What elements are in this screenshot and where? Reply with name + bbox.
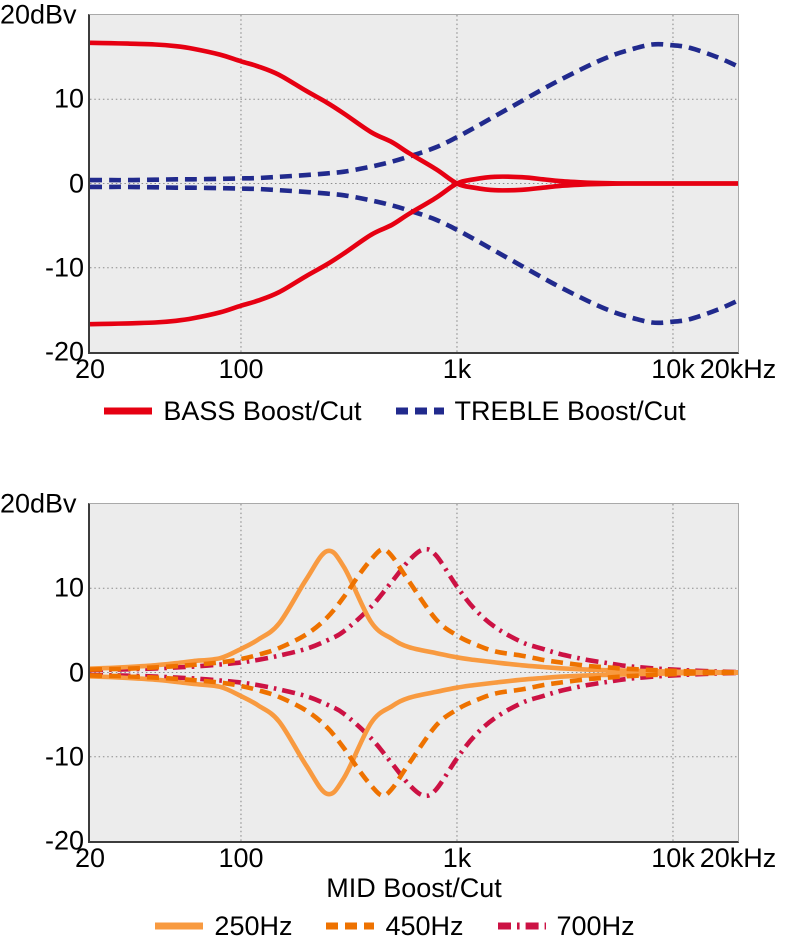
legend-sample-line-solid bbox=[155, 922, 204, 930]
mid-curves-svg bbox=[90, 504, 738, 841]
legend-label: BASS Boost/Cut bbox=[163, 396, 362, 426]
legend-item-treble-boost-cut: TREBLE Boost/Cut bbox=[395, 396, 686, 426]
legend-label: 250Hz bbox=[214, 911, 293, 941]
x-axis-label-20: 20 bbox=[74, 354, 106, 384]
eq-chart-mid: 20dBv 10 0 -10 -20 20 100 1k 10k 20kHz MID Boost… bbox=[0, 488, 790, 949]
curve-treble-boost-cut-cut bbox=[90, 184, 738, 326]
curve-bass-boost-cut-cut bbox=[90, 174, 738, 327]
legend-label: 700Hz bbox=[556, 911, 635, 941]
mid-chart-title: MID Boost/Cut bbox=[326, 873, 502, 903]
x-axis-label-1k: 1k bbox=[442, 354, 472, 384]
legend-sample-line-solid bbox=[104, 407, 153, 415]
x-axis-label-100: 100 bbox=[218, 843, 264, 873]
y-axis-label-10: 10 bbox=[53, 83, 84, 114]
curve-bass-boost-cut-boost bbox=[90, 40, 738, 193]
legend-item-250hz: 250Hz bbox=[155, 911, 292, 941]
legend-bass-treble: BASS Boost/Cut TREBLE Boost/Cut bbox=[0, 394, 790, 428]
x-axis-label-10k: 10k bbox=[651, 354, 695, 384]
legend-mid: 250Hz 450Hz 700Hz bbox=[0, 909, 790, 943]
legend-sample-line-dashdot bbox=[497, 922, 546, 930]
x-axis-label-20khz: 20kHz bbox=[699, 354, 777, 384]
legend-label: 450Hz bbox=[385, 911, 464, 941]
eq-chart-bass-treble: 20dBv 10 0 -10 -20 20 100 1k 10k 20kHz BASS Boos… bbox=[0, 0, 790, 440]
legend-sample-line-dashed bbox=[326, 922, 375, 930]
legend-label: TREBLE Boost/Cut bbox=[454, 396, 686, 426]
plot-area-bass-treble bbox=[88, 14, 739, 354]
y-axis-label-10: -10 bbox=[44, 252, 84, 283]
y-axis-label-20dbv: 20dBv bbox=[0, 488, 77, 519]
y-axis-label-20: -20 bbox=[44, 825, 84, 856]
curve-treble-boost-cut-boost bbox=[90, 41, 738, 183]
y-axis-label-0: 0 bbox=[68, 168, 84, 198]
curve-700hz-cut bbox=[90, 670, 738, 799]
curve-700hz-boost bbox=[90, 546, 738, 675]
x-axis-label-100: 100 bbox=[218, 354, 264, 384]
y-axis-label-20: -20 bbox=[44, 336, 84, 367]
y-axis-label-10: 10 bbox=[53, 572, 84, 603]
legend-item-bass-boost-cut: BASS Boost/Cut bbox=[104, 396, 362, 426]
curve-250hz-boost bbox=[90, 548, 738, 675]
y-axis-label-10: -10 bbox=[44, 741, 84, 772]
y-axis-label-20dbv: 20dBv bbox=[0, 0, 77, 30]
curve-250hz-cut bbox=[90, 670, 738, 797]
x-axis-label-10k: 10k bbox=[651, 843, 695, 873]
legend-item-450hz: 450Hz bbox=[326, 911, 464, 941]
x-axis-label-20khz: 20kHz bbox=[699, 843, 777, 873]
curve-450hz-boost bbox=[90, 547, 738, 675]
y-axis-label-0: 0 bbox=[68, 657, 84, 687]
plot-area-mid bbox=[88, 503, 739, 843]
legend-sample-line-dashed bbox=[395, 407, 444, 415]
legend-item-700hz: 700Hz bbox=[497, 911, 635, 941]
curve-450hz-cut bbox=[90, 670, 738, 798]
x-axis-label-1k: 1k bbox=[442, 843, 472, 873]
x-axis-label-20: 20 bbox=[74, 843, 106, 873]
bass-treble-curves-svg bbox=[90, 15, 738, 352]
